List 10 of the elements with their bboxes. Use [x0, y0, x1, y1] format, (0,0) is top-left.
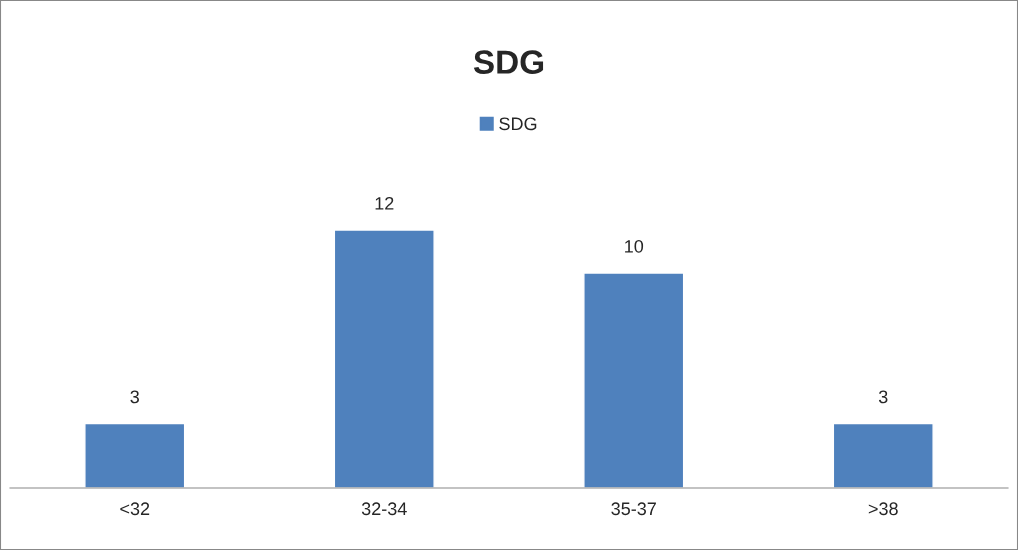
- legend-label: SDG: [499, 117, 537, 131]
- x-tick-label: 35-37: [611, 502, 656, 516]
- data-label: 12: [375, 196, 394, 210]
- data-label: 10: [625, 239, 644, 253]
- x-tick-label: 32-34: [361, 502, 407, 516]
- data-label: 3: [878, 390, 888, 404]
- x-tick-label: <32: [120, 502, 150, 516]
- data-label: 3: [130, 390, 139, 404]
- x-tick-label: >38: [868, 502, 898, 516]
- chart-title: SDG: [473, 50, 544, 74]
